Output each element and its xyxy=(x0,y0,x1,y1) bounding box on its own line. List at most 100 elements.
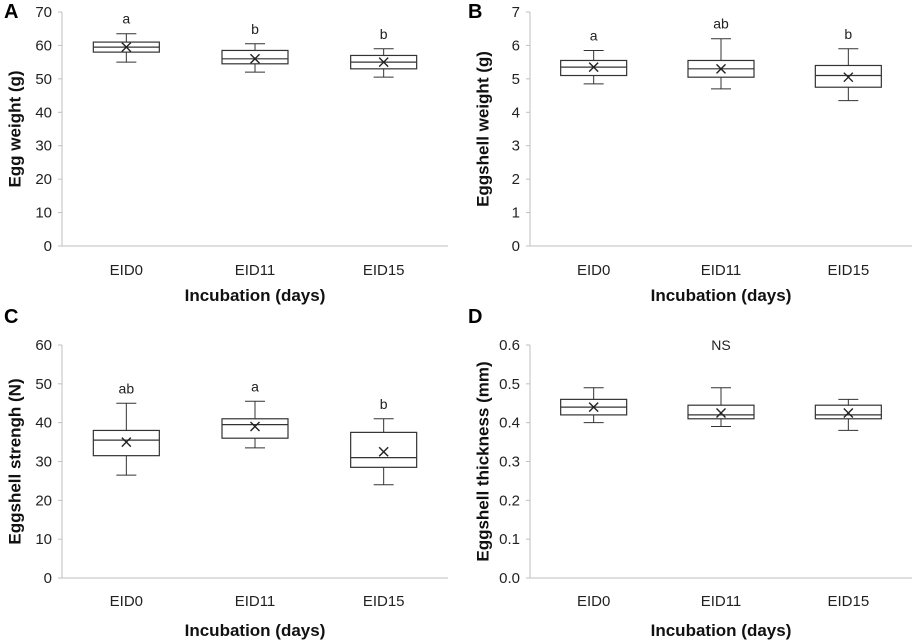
significance-annotation: NS xyxy=(711,337,730,353)
x-tick-label: EID15 xyxy=(827,262,869,279)
y-tick-label: 0.1 xyxy=(499,531,520,548)
y-tick-label: 3 xyxy=(512,138,520,155)
y-axis-title: Egg weight (g) xyxy=(5,70,24,187)
box-eid11: ab xyxy=(687,16,755,90)
x-tick-label: EID11 xyxy=(235,593,276,610)
box-eid11: b xyxy=(221,21,289,73)
y-axis-title: Eggshell weight (g) xyxy=(473,51,492,207)
significance-label: b xyxy=(844,26,852,42)
y-tick-label: 20 xyxy=(35,171,52,188)
y-tick-label: 0.6 xyxy=(499,337,520,354)
y-tick-label: 0.2 xyxy=(499,492,520,509)
y-tick-label: 0 xyxy=(44,238,52,255)
mean-marker-stroke xyxy=(588,402,599,413)
box-eid15: b xyxy=(350,396,418,486)
box-eid11: a xyxy=(221,378,289,449)
panel-letter: A xyxy=(4,1,18,23)
x-axis-title: Incubation (days) xyxy=(185,286,326,305)
mean-marker-stroke xyxy=(250,421,260,432)
x-axis-title: Incubation (days) xyxy=(185,621,326,640)
iqr-box xyxy=(350,431,418,468)
x-tick-label: EID15 xyxy=(363,593,405,610)
mean-marker xyxy=(588,402,599,413)
mean-marker-stroke xyxy=(843,407,854,418)
y-tick-label: 50 xyxy=(35,71,52,88)
significance-label: b xyxy=(380,396,388,412)
mean-marker xyxy=(250,421,260,432)
significance-label: a xyxy=(590,27,598,43)
mean-marker-stroke xyxy=(588,62,599,73)
mean-marker xyxy=(250,53,260,64)
box-eid0 xyxy=(560,387,628,424)
mean-marker xyxy=(716,63,726,74)
x-tick-label: EID11 xyxy=(701,593,742,610)
mean-marker-stroke xyxy=(378,57,389,68)
mean-marker-stroke xyxy=(250,53,260,64)
y-tick-label: 0.4 xyxy=(499,415,520,432)
iqr-box xyxy=(221,418,289,439)
mean-marker-stroke xyxy=(121,42,132,53)
significance-label: a xyxy=(251,378,259,394)
y-tick-label: 60 xyxy=(35,337,52,354)
significance-label: b xyxy=(380,26,388,42)
box-eid0: ab xyxy=(92,380,160,476)
iqr-box xyxy=(221,49,289,65)
significance-label: a xyxy=(122,11,130,27)
y-tick-label: 60 xyxy=(35,37,52,54)
y-tick-label: 1 xyxy=(512,205,520,222)
y-tick-label: 70 xyxy=(35,4,52,21)
y-tick-label: 40 xyxy=(35,415,52,432)
x-tick-label: EID0 xyxy=(110,262,143,279)
panel-a: A 0 10 20 30 40 50 60 70 EID0 EID11 EID15 Incubation… xyxy=(4,1,448,305)
y-tick-label: 0.3 xyxy=(499,454,520,471)
mean-marker xyxy=(121,437,132,448)
mean-marker xyxy=(378,446,389,457)
mean-marker xyxy=(843,72,854,83)
box-eid15: b xyxy=(814,26,882,102)
x-axis-title: Incubation (days) xyxy=(651,621,792,640)
y-tick-label: 50 xyxy=(35,376,52,393)
y-tick-label: 0.0 xyxy=(499,570,520,587)
y-tick-label: 10 xyxy=(35,531,52,548)
x-axis-title: Incubation (days) xyxy=(651,286,792,305)
mean-marker xyxy=(378,57,389,68)
x-tick-label: EID0 xyxy=(577,593,610,610)
x-tick-label: EID15 xyxy=(827,593,869,610)
x-tick-label: EID0 xyxy=(577,262,610,279)
mean-marker xyxy=(121,42,132,53)
box-eid0: a xyxy=(92,11,160,63)
y-tick-label: 10 xyxy=(35,205,52,222)
x-tick-label: EID0 xyxy=(110,593,143,610)
mean-marker-stroke xyxy=(716,407,726,418)
y-tick-label: 0 xyxy=(44,570,52,587)
y-tick-label: 5 xyxy=(512,71,520,88)
y-tick-label: 2 xyxy=(512,171,520,188)
mean-marker xyxy=(843,407,854,418)
mean-marker-stroke xyxy=(121,437,132,448)
panel-letter: C xyxy=(4,306,18,328)
mean-marker-stroke xyxy=(843,72,854,83)
box-eid11 xyxy=(687,387,755,428)
box-eid15 xyxy=(814,398,882,431)
y-tick-label: 7 xyxy=(512,4,520,21)
mean-marker xyxy=(716,407,726,418)
x-tick-label: EID11 xyxy=(235,262,276,279)
y-axis-title: Eggshell strengh (N) xyxy=(5,378,24,544)
y-tick-label: 30 xyxy=(35,454,52,471)
y-tick-label: 0.5 xyxy=(499,376,520,393)
y-tick-label: 40 xyxy=(35,104,52,121)
significance-label: ab xyxy=(713,16,729,32)
mean-marker xyxy=(588,62,599,73)
y-tick-label: 20 xyxy=(35,492,52,509)
x-tick-label: EID15 xyxy=(363,262,405,279)
significance-label: ab xyxy=(119,380,135,396)
y-tick-label: 0 xyxy=(512,238,520,255)
x-tick-label: EID11 xyxy=(701,262,742,279)
box-eid15: b xyxy=(350,26,418,78)
panel-letter: B xyxy=(468,1,482,23)
y-tick-label: 4 xyxy=(512,104,520,121)
box-eid0: a xyxy=(560,27,628,85)
panel-c: C 0 10 20 30 40 50 60 EID0 EID11 EID15 Incubation (… xyxy=(4,306,448,640)
mean-marker-stroke xyxy=(716,63,726,74)
